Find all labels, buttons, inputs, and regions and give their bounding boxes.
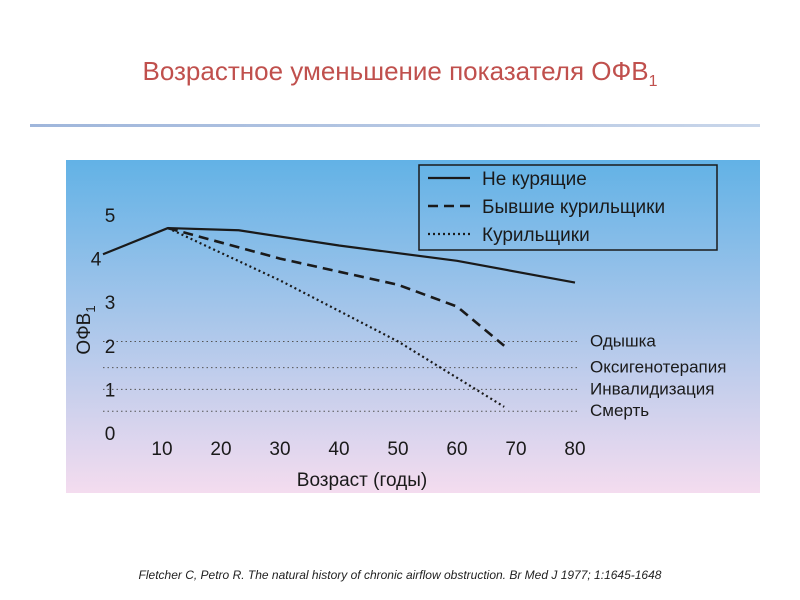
threshold-label-1: Оксигенотерапия (590, 358, 726, 377)
x-tick-label-1: 20 (210, 439, 231, 460)
source-citation: Fletcher C, Petro R. The natural history… (138, 568, 662, 582)
y-tick-label-2: 2 (105, 337, 116, 358)
x-tick-label-7: 80 (564, 439, 585, 460)
y-tick-label-1: 1 (105, 380, 116, 401)
threshold-label-2: Инвалидизация (590, 379, 714, 398)
y-tick-label-4: 4 (91, 250, 102, 271)
y-axis-title: ОФВ1 (74, 305, 98, 354)
x-axis-title: Возраст (годы) (297, 470, 427, 491)
y-tick-label-3: 3 (105, 293, 116, 314)
legend-label-2: Курильщики (482, 225, 590, 246)
chart-axes: 0 1 2 3 4 5 10 20 30 40 50 60 70 80 Возраст (годы) ОФВ1 (74, 206, 586, 491)
slide-title-text: Возрастное уменьшение показателя ОФВ (142, 56, 649, 86)
threshold-label-0: Одышка (590, 331, 656, 350)
slide-title: Возрастное уменьшение показателя ОФВ1 (0, 56, 800, 91)
x-tick-label-5: 60 (446, 439, 467, 460)
title-divider (30, 124, 760, 127)
y-tick-label-0: 0 (105, 424, 116, 445)
chart-background (66, 160, 760, 493)
x-tick-label-4: 50 (387, 439, 408, 460)
series-line-1 (167, 226, 506, 347)
y-tick-label-5: 5 (105, 206, 116, 227)
x-tick-label-2: 30 (269, 439, 290, 460)
threshold-label-3: Смерть (590, 401, 649, 420)
x-tick-label-0: 10 (151, 439, 172, 460)
x-tick-label-6: 70 (505, 439, 526, 460)
legend-box (418, 164, 718, 251)
series-line-0 (102, 226, 576, 284)
chart-legend: Не курящие Бывшие курильщики Курильщики (418, 164, 718, 251)
series-line-2 (167, 227, 505, 408)
legend-label-0: Не курящие (482, 169, 587, 190)
slide-title-subscript: 1 (648, 73, 658, 91)
legend-label-1: Бывшие курильщики (482, 197, 665, 218)
threshold-lines: Одышка Оксигенотерапия Инвалидизация Смерть (103, 331, 726, 420)
x-tick-label-3: 40 (328, 439, 349, 460)
chart-series (102, 226, 576, 408)
